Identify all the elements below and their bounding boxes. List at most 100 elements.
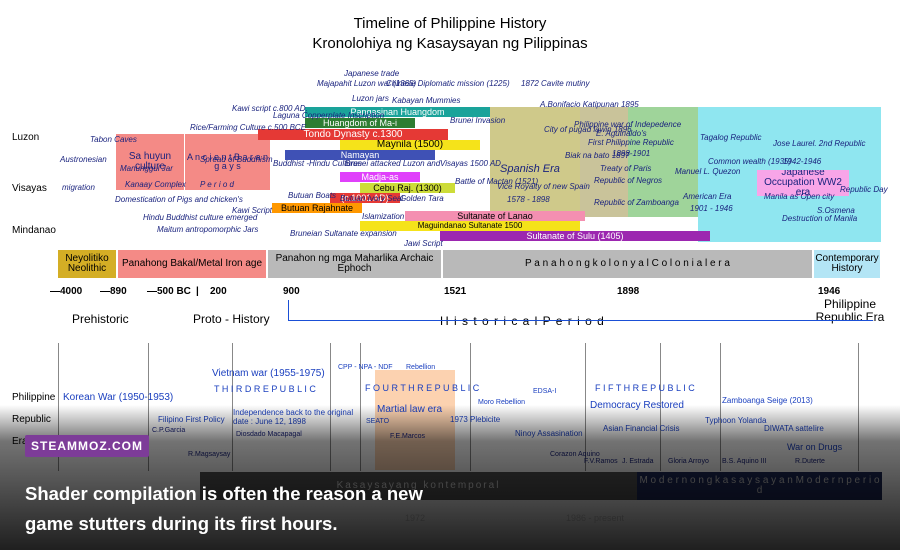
annotation: Spread of Buddhism — [200, 155, 273, 164]
annotation: P e r i o d — [200, 180, 234, 189]
event-label: F O U R T H R E P U B L I C — [365, 383, 480, 393]
annotation: Common wealth (1935) — [708, 157, 792, 166]
event-label: Moro Rebellion — [478, 399, 526, 406]
column-bg — [580, 107, 628, 217]
annotation: Kanaay Complex — [125, 180, 186, 189]
period-block: Butuan Rajahnate — [272, 203, 362, 213]
annotation: 1942-1946 — [783, 157, 822, 166]
era-band: P a n a h o n g k o l o n y a l C o l o … — [442, 249, 813, 279]
arrow-line — [288, 300, 289, 320]
row-label: Visayas — [12, 183, 47, 194]
annotation: Jawi Script — [404, 239, 443, 248]
caption: Shader compilation is often the reason a… — [25, 483, 423, 534]
period-block: Sultanate of Lanao — [405, 211, 585, 221]
event-label: F I F T H R E P U B L I C — [595, 383, 695, 393]
annotation: Domestication of Pigs and chicken's — [115, 195, 243, 204]
year-label: 1898 — [617, 286, 640, 297]
era-band: Contemporary History — [813, 249, 881, 279]
site-badge: STEAMMOZ.COM — [25, 435, 149, 457]
subtitle: Kronolohiya ng Kasaysayan ng Pilippinas — [312, 35, 588, 52]
annotation: City of pugad lawin 1896 — [544, 125, 632, 134]
period-block: Cebu Raj. (1300) — [360, 183, 455, 193]
annotation: 1578 - 1898 — [507, 195, 550, 204]
annotation: Treaty of Paris — [600, 164, 652, 173]
annotation: Kawi script c.800 AD. — [232, 104, 308, 113]
annotation: Spanish Era — [500, 163, 560, 175]
period-block: Pangasinan Huangdom — [305, 107, 490, 117]
annotation: Butuan Ivory Seal — [340, 194, 404, 203]
annotation: Majapahit Luzon war (1365) — [317, 79, 417, 88]
annotation: Bruneian Sultanate expansion — [290, 229, 397, 238]
annotation: Manuel L. Quezon — [675, 167, 741, 176]
annotation: Rice/Farming Culture c.500 BCE — [190, 123, 307, 132]
annotation: Brunei attacked Luzon and — [345, 159, 441, 168]
annotation: Biak na bato 1897 — [565, 151, 630, 160]
annotation: Republic of Zamboanga — [594, 198, 679, 207]
year-label: —500 BC — [147, 286, 191, 297]
year-label: —4000 — [50, 286, 83, 297]
column-bg — [57, 107, 115, 242]
era-band: Neyolitiko Neolithic — [57, 249, 117, 279]
row-label: Luzon — [12, 132, 40, 143]
event-label: T H I R D R E P U B L I C — [214, 384, 316, 394]
row-label: Mindanao — [12, 225, 56, 236]
annotation: Destruction of Manila — [782, 214, 858, 223]
period-block: Madja-as — [340, 172, 420, 182]
annotation: Republic Day — [840, 185, 888, 194]
annotation: 1901 - 1946 — [690, 204, 733, 213]
annotation: migration — [62, 183, 95, 192]
period-block: (c.1001 AD) — [330, 193, 400, 203]
period-block: Maguindanao Sultanate 1500 — [360, 221, 580, 231]
row-label: Philippine — [12, 392, 56, 403]
year-label: 900 — [283, 286, 300, 297]
period-block: Sa huyun culture — [116, 134, 184, 190]
annotation: Philippine war of Indepedence — [574, 120, 682, 129]
period-block: Japanese Occupation WW2 era — [757, 170, 849, 196]
annotation: Brunei Invasion — [450, 116, 506, 125]
annotation: American Era — [683, 192, 732, 201]
annotation: Laguna Copperplate Inscription — [273, 111, 385, 120]
annotation: Kawi Script — [232, 206, 273, 215]
annotation: Chinese Diplomatic mission (1225) — [386, 79, 510, 88]
annotation: Buddhist -Hindu Cultures — [273, 159, 362, 168]
annotation: Butuan Boats — [288, 191, 337, 200]
year-label: 1521 — [444, 286, 467, 297]
event-label: Rebellion — [406, 364, 436, 371]
year-label: | — [196, 286, 199, 297]
annotation: Vice Royalty of new Spain — [497, 182, 590, 191]
annotation: Japanese trade — [344, 69, 400, 78]
annotation: Austronesian — [60, 155, 107, 164]
annotation: Golden Tara — [400, 194, 444, 203]
event-label: EDSA-I — [533, 388, 557, 395]
year-label: 1946 — [818, 286, 841, 297]
annotation: A.Bonifacio Katipunan 1895 — [540, 100, 639, 109]
period-block: A n c i e n t B a r a n g a y s — [185, 134, 270, 190]
period-label: H i s t o r i c a l P e r i o d — [440, 314, 605, 328]
annotation: Republic of Negros — [594, 176, 663, 185]
annotation: Battle of Mactan (1521) — [455, 177, 539, 186]
annotation: 1872 Cavite mutiny — [521, 79, 590, 88]
column-bg — [628, 107, 698, 217]
annotation: Kabayan Mummies — [392, 96, 461, 105]
annotation: Maitum antropomorphic Jars — [157, 225, 259, 234]
annotation: Luzon jars — [352, 94, 389, 103]
era-band: Panahong Bakal/Metal Iron age — [117, 249, 267, 279]
arrow-line — [288, 320, 873, 321]
annotation: First Philippine Republic — [588, 138, 674, 147]
annotation: Manila as Open city — [764, 192, 835, 201]
annotation: Visayas 1500 AD — [440, 159, 501, 168]
period-block: Tondo Dynasty c.1300 — [258, 129, 448, 140]
event-label: CPP - NPA - NDF — [338, 364, 393, 371]
annotation: Tabon Caves — [90, 135, 137, 144]
annotation: Tagalog Republic — [700, 133, 762, 142]
annotation: Islamization — [362, 212, 405, 221]
annotation: S.Osmena — [817, 206, 855, 215]
annotation: 1898-1901 — [612, 149, 651, 158]
annotation: Manunggul Jar — [120, 164, 173, 173]
period-label: Proto - History — [193, 312, 270, 326]
event-label: Zamboanga Seige (2013) — [722, 396, 813, 405]
annotation: Jose Laurel. 2nd Republic — [773, 139, 866, 148]
period-block: Namayan — [285, 150, 435, 160]
title: Timeline of Philippine History — [353, 15, 547, 32]
